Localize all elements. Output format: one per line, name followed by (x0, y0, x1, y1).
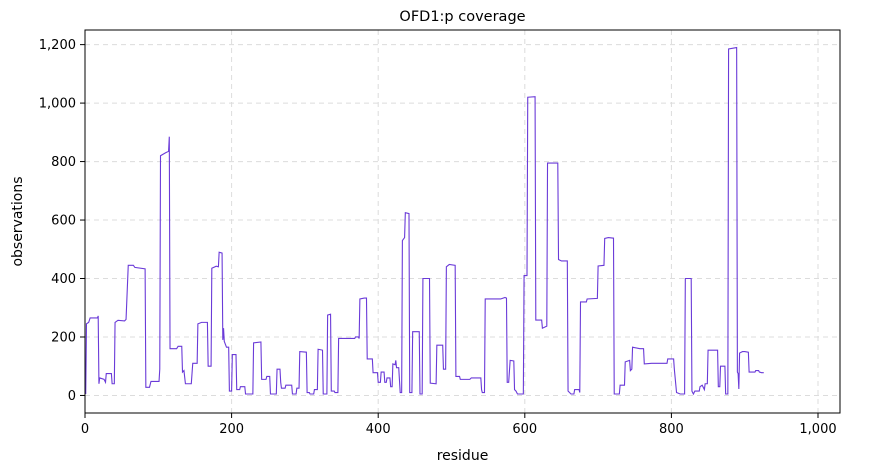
x-tick-label: 400 (366, 422, 391, 437)
y-tick-label: 800 (51, 155, 76, 170)
plot-frame (84, 29, 841, 414)
x-axis: 0 200 400 600 800 1,000 (81, 413, 837, 437)
x-tick-label: 0 (81, 422, 89, 437)
x-tick-label: 600 (512, 422, 537, 437)
x-tick-label: 1,000 (799, 422, 836, 437)
y-tick-label: 400 (51, 272, 76, 287)
y-tick-label: 0 (68, 389, 76, 404)
x-axis-label: residue (437, 448, 489, 464)
y-axis: 0 200 400 600 800 1,000 1,200 (39, 38, 85, 404)
coverage-line (85, 46, 764, 396)
x-tick-label: 200 (219, 422, 244, 437)
chart-title: OFD1:p coverage (399, 9, 525, 25)
y-tick-label: 1,000 (39, 97, 76, 112)
y-axis-label: observations (10, 176, 26, 266)
x-tick-label: 800 (659, 422, 684, 437)
y-tick-label: 200 (51, 330, 76, 345)
y-tick-label: 600 (51, 214, 76, 229)
grid-lines (84, 30, 840, 413)
series-layer (85, 46, 764, 396)
y-tick-label: 1,200 (39, 38, 76, 53)
